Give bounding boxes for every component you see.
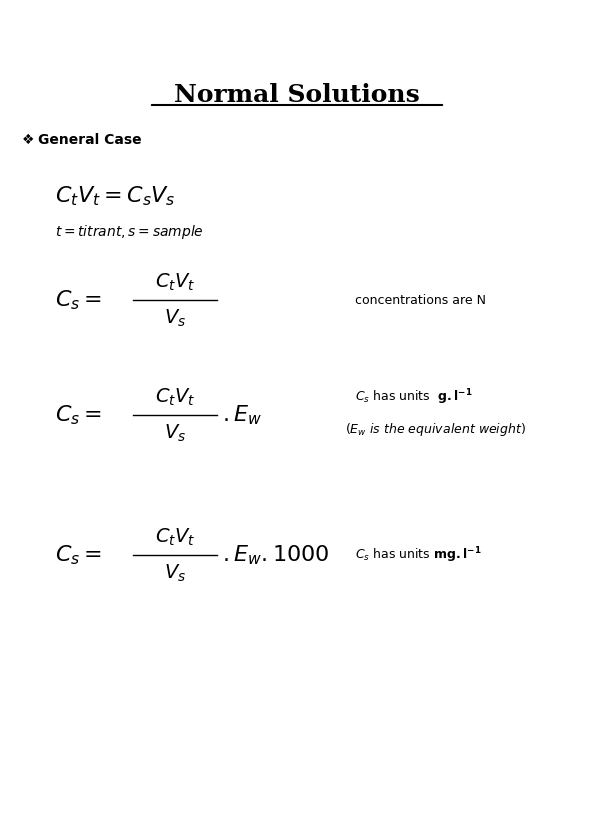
Text: $t = titrant, s = sample$: $t = titrant, s = sample$	[55, 223, 204, 241]
Text: $C_tV_t$: $C_tV_t$	[155, 526, 195, 548]
Text: $C_s =$: $C_s =$	[55, 543, 102, 567]
Text: $C_s$ has units $\mathbf{mg.l^{-1}}$: $C_s$ has units $\mathbf{mg.l^{-1}}$	[355, 545, 482, 565]
Text: ❖: ❖	[22, 133, 35, 147]
Text: $. E_w.1000$: $. E_w.1000$	[222, 543, 330, 567]
Text: $C_tV_t = C_sV_s$: $C_tV_t = C_sV_s$	[55, 184, 176, 208]
Text: $V_s$: $V_s$	[164, 307, 186, 328]
Text: Normal Solutions: Normal Solutions	[174, 83, 420, 107]
Text: $C_s =$: $C_s =$	[55, 288, 102, 312]
Text: concentrations are N: concentrations are N	[355, 293, 486, 307]
Text: General Case: General Case	[38, 133, 142, 147]
Text: $C_tV_t$: $C_tV_t$	[155, 272, 195, 293]
Text: $(E_w\ \mathit{is\ the\ equivalent\ weight})$: $(E_w\ \mathit{is\ the\ equivalent\ weig…	[345, 420, 526, 437]
Text: $V_s$: $V_s$	[164, 563, 186, 583]
Text: $. E_w$: $. E_w$	[222, 403, 262, 427]
Text: $C_tV_t$: $C_tV_t$	[155, 386, 195, 408]
Text: $V_s$: $V_s$	[164, 422, 186, 444]
Text: $C_s$ has units  $\mathbf{g.l^{-1}}$: $C_s$ has units $\mathbf{g.l^{-1}}$	[355, 387, 472, 407]
Text: $C_s =$: $C_s =$	[55, 403, 102, 427]
